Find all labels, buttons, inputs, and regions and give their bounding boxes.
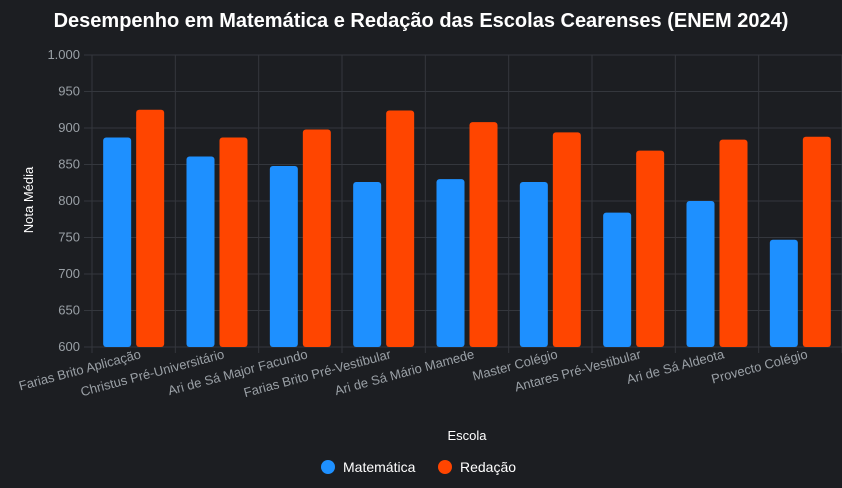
bar-matematica[interactable] [353, 182, 382, 347]
x-tick-label: Ari de Sá Mário Mamede [333, 346, 476, 398]
bar-matematica[interactable] [186, 156, 215, 347]
y-tick-label: 750 [58, 230, 80, 245]
bar-redacao[interactable] [136, 109, 165, 347]
bar-matematica[interactable] [686, 201, 715, 347]
bar-matematica[interactable] [603, 212, 632, 347]
grid [84, 54, 842, 353]
x-tick-label: Provecto Colégio [710, 346, 810, 386]
y-tick-label: 900 [58, 120, 80, 135]
y-tick-label: 700 [58, 266, 80, 281]
y-tick-label: 600 [58, 339, 80, 354]
legend[interactable]: Matemática Redação [321, 459, 516, 475]
y-tick-label: 650 [58, 303, 80, 318]
bar-matematica[interactable] [269, 165, 298, 347]
legend-marker[interactable] [321, 460, 335, 474]
bar-matematica[interactable] [436, 179, 465, 347]
y-axis-label: Nota Média [21, 166, 36, 233]
y-tick-label: 850 [58, 157, 80, 172]
bar-redacao[interactable] [219, 137, 248, 347]
bar-redacao[interactable] [802, 136, 831, 347]
legend-label[interactable]: Matemática [343, 459, 416, 475]
bar-matematica[interactable] [769, 239, 798, 347]
bar-matematica[interactable] [519, 182, 548, 347]
bar-redacao[interactable] [552, 132, 581, 347]
bar-redacao[interactable] [469, 122, 498, 347]
chart-title: Desempenho em Matemática e Redação das E… [54, 10, 789, 32]
y-tick-label: 950 [58, 84, 80, 99]
bars [103, 109, 831, 347]
bar-redacao[interactable] [302, 129, 331, 347]
bar-redacao[interactable] [719, 139, 748, 347]
bar-redacao[interactable] [636, 150, 665, 347]
legend-label[interactable]: Redação [460, 459, 516, 475]
legend-marker[interactable] [438, 460, 452, 474]
x-axis-label: Escola [447, 428, 487, 443]
y-tick-label: 1.000 [47, 47, 80, 62]
y-tick-label: 800 [58, 193, 80, 208]
y-axis-ticks: 600 650 700 750 800 850 900 950 1.000 [47, 47, 80, 354]
x-tick-label: Ari de Sá Major Facundo [166, 346, 309, 398]
bar-matematica[interactable] [103, 137, 132, 347]
bar-redacao[interactable] [386, 110, 415, 347]
